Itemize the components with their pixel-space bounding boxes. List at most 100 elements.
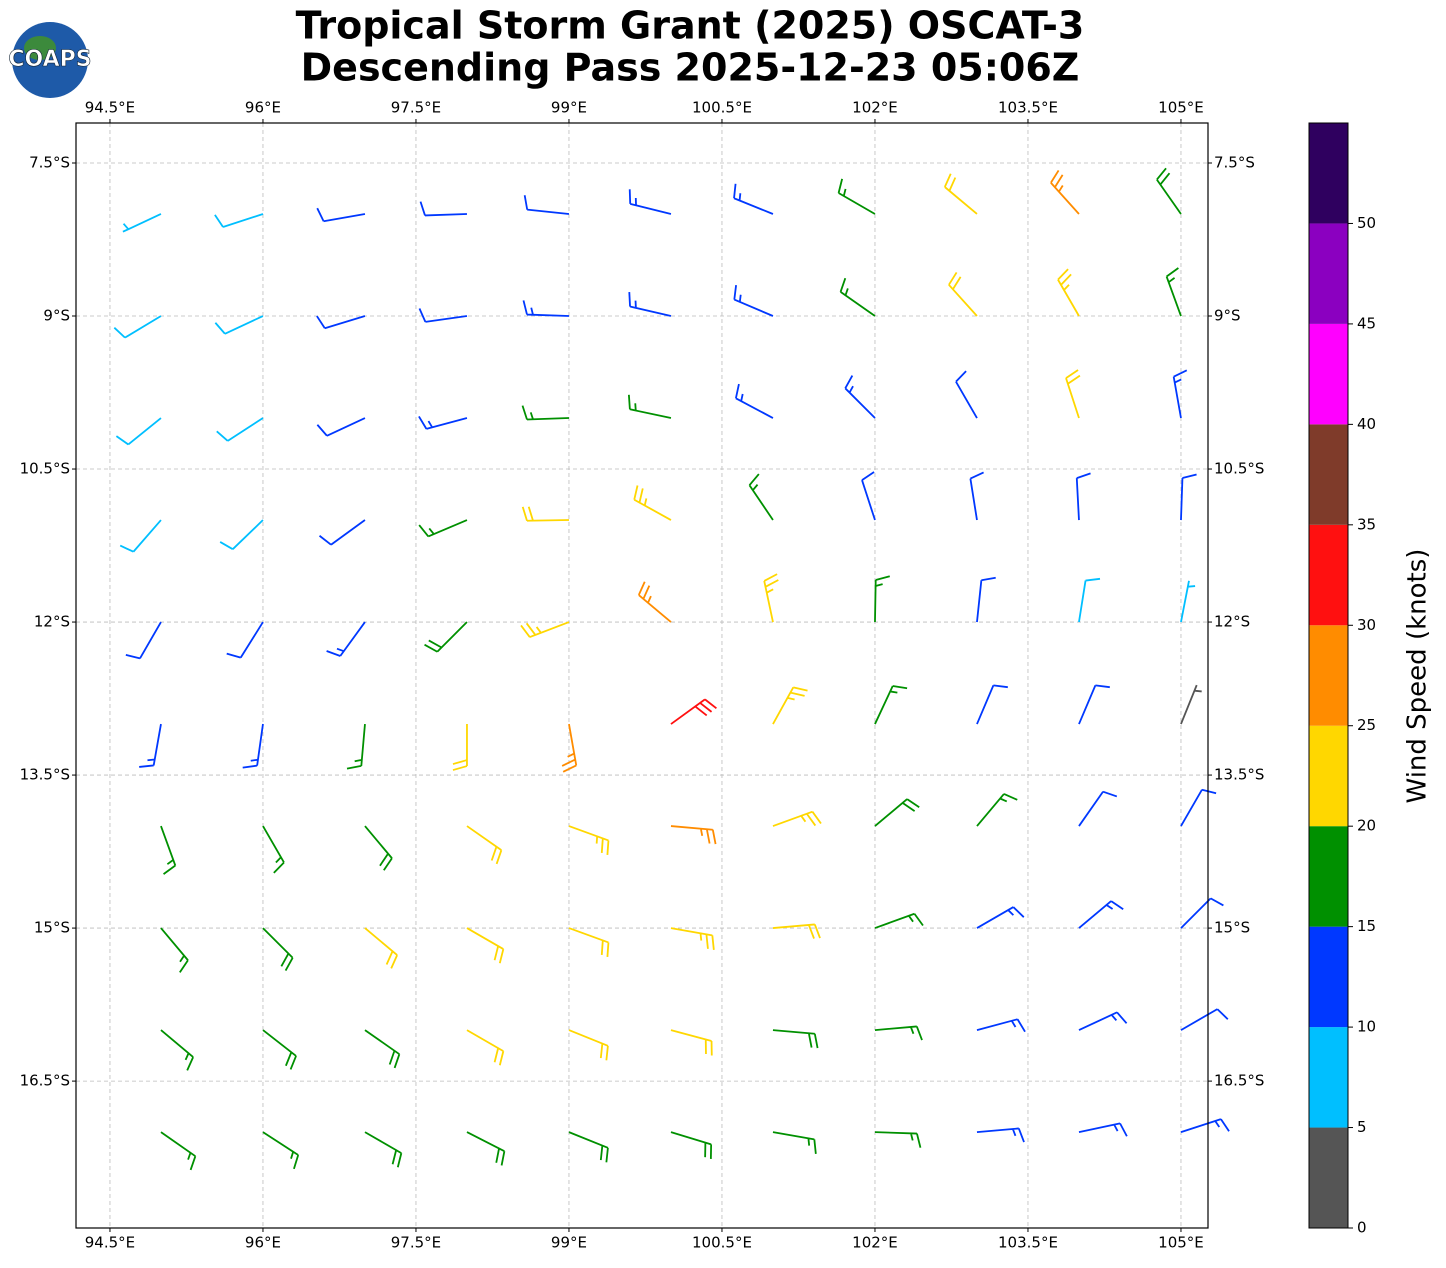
wind-barb (1172, 369, 1188, 419)
x-tick-label: 105°E (1158, 99, 1204, 117)
x-tick-label: 103.5°E (998, 1234, 1058, 1252)
wind-barb (568, 1131, 609, 1163)
wind-barb (874, 798, 920, 827)
wind-barb (122, 213, 162, 233)
colorbar-segment (1309, 123, 1348, 224)
wind-barb (418, 308, 468, 323)
wind-barb (242, 723, 264, 769)
wind-barb (1180, 1008, 1229, 1031)
wind-barb (1078, 790, 1118, 827)
wind-barb (1078, 577, 1101, 623)
wind-barb (1078, 684, 1110, 725)
x-tick-label: 102°E (852, 1234, 898, 1252)
wind-barb (226, 621, 264, 659)
y-tick-label: 7.5°S (29, 153, 70, 171)
wind-barb (364, 1131, 403, 1168)
wind-barb (772, 1131, 817, 1154)
map-area (76, 123, 1208, 1228)
colorbar-segment (1309, 424, 1348, 525)
x-tick-label: 97.5°E (391, 99, 441, 117)
wind-barb (670, 698, 717, 725)
wind-barb (160, 1131, 197, 1171)
wind-barb (1180, 897, 1224, 929)
wind-barb (466, 825, 503, 865)
wind-barb (670, 1131, 713, 1159)
wind-barb (214, 213, 264, 228)
wind-barb (969, 471, 984, 521)
wind-barb (874, 575, 891, 623)
y-tick-label: 15°S (1214, 919, 1250, 937)
wind-barb (1050, 169, 1080, 215)
wind-barb (561, 723, 578, 773)
x-tick-label: 105°E (1158, 1234, 1204, 1252)
wind-barb (466, 1131, 506, 1166)
wind-barb (364, 927, 398, 969)
wind-barb (1180, 1118, 1230, 1133)
wind-barb (125, 621, 162, 660)
colorbar-label: Wind Speed (knots) (1403, 549, 1433, 804)
colorbar-segment (1309, 625, 1348, 726)
colorbar-segment (1309, 223, 1348, 324)
wind-barb (364, 1029, 401, 1069)
wind-barb (1078, 1011, 1128, 1031)
wind-barb (874, 685, 908, 725)
wind-barb (522, 300, 569, 317)
y-tick-label: 12°S (34, 613, 70, 631)
wind-barb (844, 375, 876, 419)
y-tick-label: 15°S (34, 919, 70, 937)
wind-barb (976, 1127, 1025, 1143)
x-tick-label: 100.5°E (692, 1234, 752, 1252)
wind-barb (948, 271, 978, 317)
wind-barb (772, 686, 808, 725)
y-tick-label: 12°S (1214, 613, 1250, 631)
colorbar-tick-label: 5 (1357, 1118, 1367, 1136)
colorbar-tick-label: 20 (1357, 817, 1376, 835)
wind-barb (1078, 900, 1124, 929)
x-tick-label: 94.5°E (85, 99, 135, 117)
colorbar-tick-label: 10 (1357, 1018, 1376, 1036)
wind-barb (874, 1025, 923, 1041)
colorbar-segment (1309, 826, 1348, 927)
wind-barb (628, 189, 672, 215)
wind-barb (466, 1029, 505, 1066)
wind-barb (733, 183, 774, 215)
wind-barb (216, 417, 264, 442)
y-tick-label: 13.5°S (20, 766, 70, 784)
wind-barb (670, 927, 715, 950)
wind-barb (568, 927, 610, 958)
colorbar-segment (1309, 725, 1348, 827)
wind-barb (976, 1018, 1026, 1033)
logo-land (24, 36, 56, 60)
wind-barb (670, 825, 717, 845)
colorbar-tick-label: 15 (1357, 917, 1376, 935)
wind-barb (748, 473, 774, 521)
colorbar-frame (1308, 122, 1349, 1229)
wind-barb (772, 1029, 819, 1049)
wind-barb (262, 825, 285, 874)
x-tick-label: 99°E (551, 99, 587, 117)
wind-barb (262, 1029, 297, 1070)
wind-barb (316, 417, 366, 437)
wind-barb (316, 207, 366, 223)
colorbar-tick-label: 0 (1357, 1219, 1367, 1237)
wind-barb (1165, 267, 1182, 317)
wind-barb (214, 315, 264, 335)
wind-barb (1180, 473, 1197, 521)
y-tick-label: 7.5°S (1214, 153, 1255, 171)
wind-barb (521, 506, 569, 522)
wind-barb (837, 178, 876, 215)
wind-barb (763, 573, 779, 623)
y-tick-label: 10.5°S (20, 460, 70, 478)
colorbar-segment (1309, 926, 1348, 1028)
wind-barb (628, 291, 672, 317)
colorbar-segment (1309, 1127, 1348, 1228)
colorbar-tick-label: 45 (1357, 314, 1376, 332)
chart-subtitle: Descending Pass 2025-12-23 05:06Z (301, 46, 1080, 90)
wind-barb (521, 405, 569, 421)
wind-barb (772, 810, 822, 827)
wind-barb (861, 471, 876, 521)
wind-barb (839, 277, 876, 317)
map-frame (75, 122, 1209, 1229)
wind-barb (219, 519, 264, 550)
